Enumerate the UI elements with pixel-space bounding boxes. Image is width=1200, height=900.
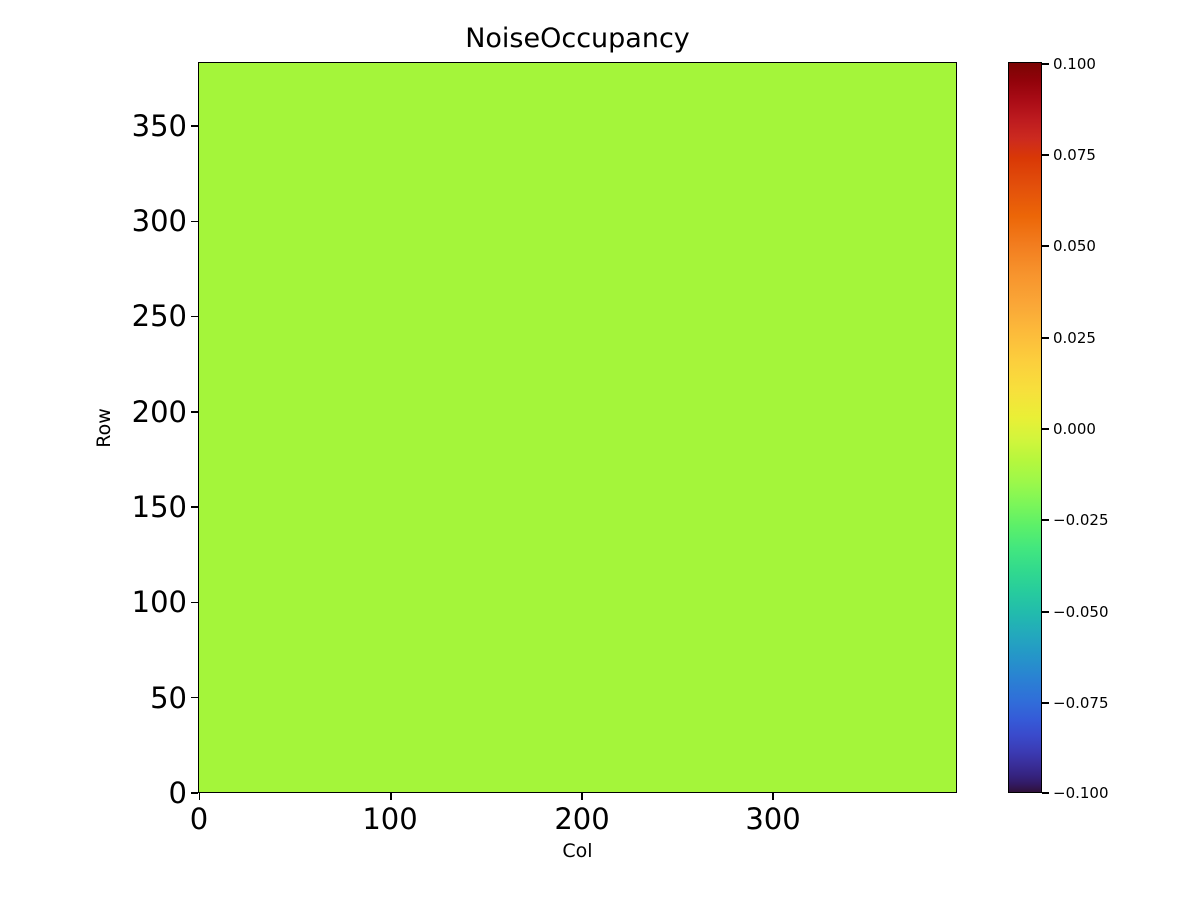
y-tick-mark bbox=[191, 315, 198, 318]
colorbar-tick-label: 0.000 bbox=[1053, 420, 1096, 438]
y-tick-mark bbox=[191, 601, 198, 604]
y-tick-mark bbox=[191, 506, 198, 508]
y-tick-mark bbox=[191, 792, 198, 794]
colorbar-tick-mark bbox=[1042, 245, 1049, 247]
colorbar-tick-label: −0.100 bbox=[1053, 784, 1109, 802]
y-tick-label: 250 bbox=[131, 299, 187, 333]
colorbar-tick-label: 0.050 bbox=[1053, 237, 1096, 255]
colorbar-tick-mark bbox=[1042, 428, 1049, 430]
y-tick-label: 50 bbox=[150, 681, 187, 715]
x-tick-label: 300 bbox=[745, 802, 801, 836]
colorbar-tick-mark bbox=[1042, 63, 1049, 65]
y-tick-mark bbox=[191, 696, 198, 699]
y-tick-mark bbox=[191, 125, 198, 127]
colorbar-tick-mark bbox=[1042, 702, 1049, 704]
x-tick-label: 200 bbox=[554, 802, 610, 836]
x-tick-label: 0 bbox=[189, 802, 209, 836]
colorbar-gradient[interactable] bbox=[1008, 62, 1042, 793]
colorbar-tick-mark bbox=[1042, 519, 1049, 521]
colorbar-tick-mark bbox=[1042, 337, 1049, 339]
y-axis-label-container: Row bbox=[34, 358, 174, 498]
colorbar-tick-label: −0.075 bbox=[1053, 694, 1109, 712]
chart-title: NoiseOccupancy bbox=[465, 23, 690, 54]
y-tick-label: 200 bbox=[131, 395, 187, 429]
colorbar-tick-label: 0.025 bbox=[1053, 329, 1096, 347]
y-tick-mark bbox=[191, 411, 198, 413]
y-tick-label: 350 bbox=[131, 109, 187, 143]
colorbar-tick-label: 0.075 bbox=[1053, 146, 1096, 164]
colorbar-tick-mark bbox=[1042, 611, 1049, 613]
heatmap-image bbox=[199, 63, 956, 792]
x-tick-mark bbox=[581, 793, 583, 800]
y-tick-label: 100 bbox=[131, 585, 187, 619]
x-axis-label: Col bbox=[562, 840, 593, 862]
y-axis-label: Row bbox=[93, 408, 115, 448]
colorbar-tick-label: −0.050 bbox=[1053, 603, 1109, 621]
y-tick-label: 300 bbox=[131, 204, 187, 238]
colorbar-tick-label: 0.100 bbox=[1053, 55, 1096, 73]
heatmap-axes[interactable] bbox=[198, 62, 957, 793]
colorbar-tick-mark bbox=[1042, 792, 1049, 794]
colorbar-tick-label: −0.025 bbox=[1053, 511, 1109, 529]
x-tick-mark bbox=[198, 793, 201, 800]
x-tick-mark bbox=[390, 793, 392, 800]
y-tick-label: 150 bbox=[131, 490, 187, 524]
x-tick-mark bbox=[772, 793, 774, 800]
y-tick-label: 0 bbox=[168, 776, 187, 810]
colorbar-tick-mark bbox=[1042, 154, 1049, 156]
x-tick-label: 100 bbox=[362, 802, 418, 836]
y-tick-mark bbox=[191, 220, 198, 223]
